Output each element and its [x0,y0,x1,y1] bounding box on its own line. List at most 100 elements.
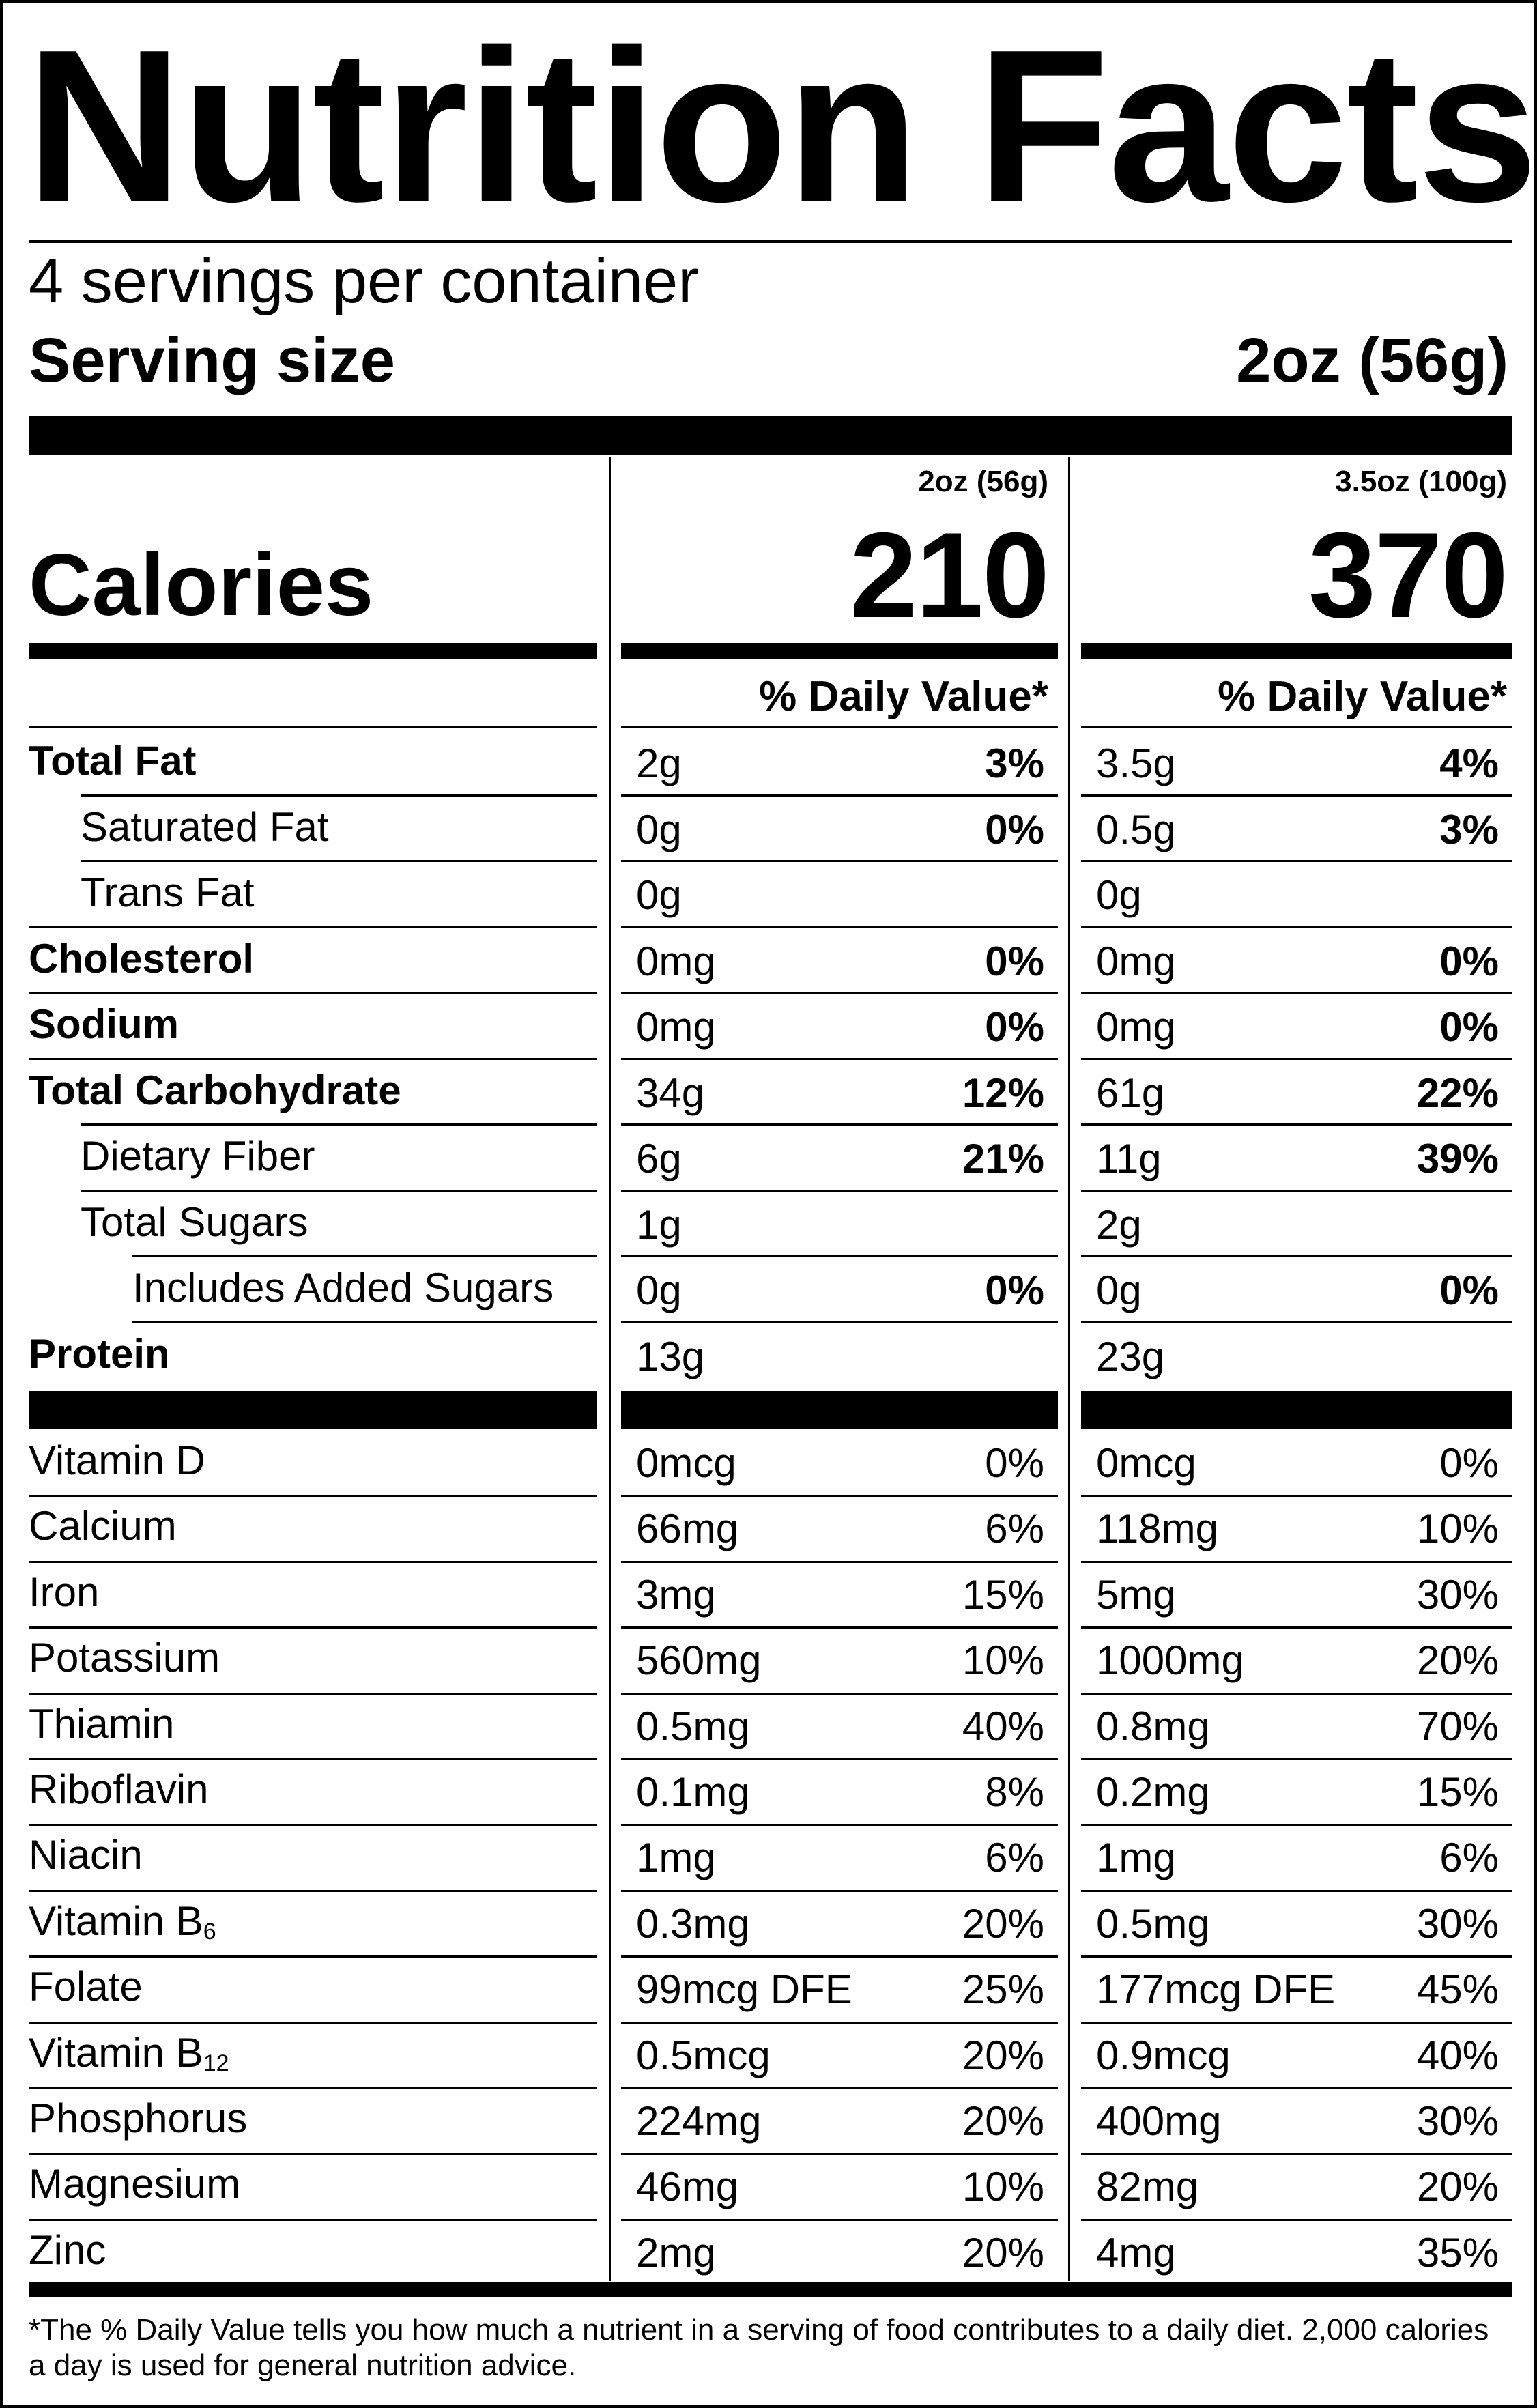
vitamin-name: Phosphorus [29,2095,248,2141]
vitamin-subscript: 6 [203,1918,216,1945]
row-rule [29,2021,597,2024]
nutrient-amount: 61g [1096,1070,1165,1116]
vitamin-name: Potassium [29,1635,220,1681]
calories-rule-label [29,643,597,659]
vitamin-amount: 0.5mg [636,1703,750,1749]
row-rule [1081,2218,1512,2221]
row-rule [29,2087,597,2089]
row-rule [621,1057,1058,1060]
vitamin-label: Vitamin D [29,1440,205,1481]
vitamin-daily-value: 40% [962,1703,1044,1749]
vitamin-name: Vitamin B [29,1897,203,1944]
row-rule [621,2087,1058,2089]
column-divider-left [609,457,611,2281]
row-rule [1081,1321,1512,1323]
nutrient-amount: 0mg [1096,1004,1176,1050]
vitamin-amount: 0.8mg [1096,1703,1210,1749]
row-rule [1081,1824,1512,1826]
calories-value-serving: 210 [850,507,1050,643]
vitamin-label: Magnesium [29,2164,240,2205]
column-divider-right [1068,457,1070,2281]
vitamin-daily-value: 20% [1416,2164,1499,2210]
vitamin-label: Folate [29,1966,143,2007]
nutrient-label: Total Sugars [81,1199,308,1245]
nutrient-amount: 0g [636,872,682,918]
row-rule [29,2153,597,2155]
calories-rule-col1 [621,643,1058,659]
vitamin-amount: 0.3mg [636,1900,750,1947]
daily-value-header-100g: % Daily Value* [1218,673,1507,720]
servings-per-container: 4 servings per container [29,246,699,316]
row-rule [1081,1560,1512,1563]
title-rule [29,240,1512,243]
nutrient-daily-value: 0% [985,938,1044,984]
row-rule [1081,1889,1512,1892]
column-header-100g: 3.5oz (100g) [1335,465,1507,498]
nutrient-label: Trans Fat [81,870,255,915]
nutrient-amount: 23g [1096,1333,1165,1379]
row-rule [29,926,597,928]
vitamin-amount: 3mg [636,1571,716,1618]
row-rule [621,1495,1058,1497]
vitamin-label: Phosphorus [29,2098,247,2139]
row-rule [1081,1626,1512,1629]
row-rule [132,1255,597,1257]
nutrient-label: Total Fat [29,738,197,784]
vitamin-name: Iron [29,1568,100,1615]
vitamin-daily-value: 6% [985,1835,1044,1881]
vitamin-name: Zinc [29,2226,106,2273]
row-rule [81,860,597,862]
vitamin-amount: 0.9mcg [1096,2032,1231,2078]
row-rule [1081,926,1512,928]
row-rule [621,1824,1058,1826]
vitamin-subscript: 12 [203,2050,229,2076]
row-rule [29,1955,597,1958]
nutrient-amount: 11g [1096,1136,1162,1181]
vitamin-daily-value: 30% [1416,1900,1499,1947]
row-rule [621,926,1058,928]
row-rule [81,1189,597,1192]
vitamin-amount: 0.1mg [636,1769,750,1815]
vitamin-name: Calcium [29,1503,177,1549]
nutrient-amount: 13g [636,1333,705,1379]
vitamin-amount: 99mcg DFE [636,1966,852,2013]
vitamin-daily-value: 0% [985,1440,1044,1486]
calories-rule-col2 [1081,643,1512,659]
vitamins-thick-rule-col1 [621,1391,1058,1429]
vitamin-label: Vitamin B6 [29,1897,216,1945]
row-rule [29,1692,597,1695]
vitamin-name: Vitamin B [29,2029,203,2076]
vitamin-daily-value: 35% [1416,2229,1499,2276]
vitamin-daily-value: 8% [985,1769,1044,1815]
vitamin-daily-value: 45% [1416,1966,1499,2013]
row-rule [29,1758,597,1760]
row-rule [81,1123,597,1126]
nutrient-daily-value: 3% [985,741,1044,786]
nutrient-label: Sodium [29,1001,179,1047]
row-rule [621,2218,1058,2221]
calories-value-100g: 370 [1308,507,1508,643]
vitamin-name: Niacin [29,1832,143,1878]
nutrient-label: Protein [29,1330,170,1377]
vitamin-label: Iron [29,1568,100,1615]
nutrient-daily-value: 0% [1439,1004,1499,1050]
row-rule [1081,1495,1512,1497]
row-rule [621,1889,1058,1892]
nutrient-daily-value: 0% [985,1267,1044,1313]
row-rule [29,1626,597,1629]
vitamin-amount: 1mg [636,1835,716,1881]
nutrient-amount: 0g [1096,872,1142,918]
nutrient-amount: 2g [636,741,682,786]
vitamin-label: Thiamin [29,1703,174,1745]
vitamin-amount: 5mg [1096,1571,1176,1618]
vitamin-label: Riboflavin [29,1769,208,1810]
vitamin-amount: 560mg [636,1637,762,1684]
row-rule [1081,794,1512,797]
nutrient-daily-value: 0% [1439,1267,1499,1313]
row-rule [29,1889,597,1892]
vitamin-daily-value: 40% [1416,2032,1499,2078]
vitamin-name: Vitamin D [29,1437,205,1483]
vitamin-amount: 4mg [1096,2229,1176,2276]
row-rule [1081,1255,1512,1257]
